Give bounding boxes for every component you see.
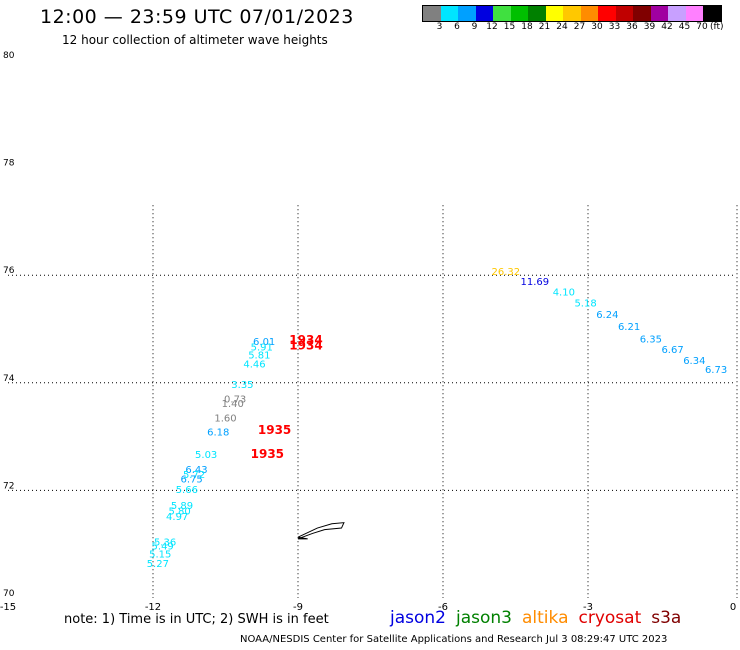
wave-height-label: 4.46 bbox=[243, 360, 265, 371]
scale-swatch bbox=[685, 6, 703, 21]
wave-height-label: 6.34 bbox=[683, 356, 705, 367]
scale-swatch bbox=[545, 6, 563, 21]
pass-time-label: 1935 bbox=[258, 423, 291, 437]
satellite-cryosat: cryosat bbox=[578, 608, 642, 628]
wave-height-label: 5.49 bbox=[152, 542, 174, 553]
wave-height-label: 6.73 bbox=[705, 365, 727, 376]
wave-height-label: 5.89 bbox=[171, 501, 193, 512]
wave-height-label: 4.97 bbox=[166, 512, 188, 523]
scale-label: 45 bbox=[678, 22, 691, 32]
scale-label: 42 bbox=[661, 22, 673, 32]
wave-height-label: 6.35 bbox=[640, 334, 662, 345]
scale-label: 36 bbox=[626, 22, 638, 32]
scale-label: 30 bbox=[591, 22, 603, 32]
scale-swatch bbox=[633, 6, 651, 21]
x-tick-label: -15 bbox=[0, 602, 16, 613]
scale-swatch bbox=[510, 6, 528, 21]
scale-swatch bbox=[668, 6, 686, 21]
wave-height-label: 5.66 bbox=[176, 485, 198, 496]
wave-height-label: 5.80 bbox=[168, 507, 190, 518]
x-tick-label: -6 bbox=[438, 602, 448, 613]
wave-height-label: 5.15 bbox=[149, 550, 171, 561]
pass-time-label: 1935 bbox=[251, 447, 284, 461]
wave-height-label: 5.18 bbox=[574, 298, 596, 309]
x-tick-label: -9 bbox=[293, 602, 303, 613]
y-tick-label: 76 bbox=[3, 266, 15, 276]
wave-height-label: 5.81 bbox=[248, 351, 270, 362]
scale-swatch bbox=[475, 6, 493, 21]
pass-time-label: 1934 bbox=[289, 333, 322, 347]
scale-swatch bbox=[598, 6, 616, 21]
scale-label: 39 bbox=[643, 22, 656, 32]
y-tick-label: 78 bbox=[3, 159, 15, 169]
wave-height-label: 26.32 bbox=[492, 267, 521, 278]
scale-label: 18 bbox=[521, 22, 533, 32]
satellite-legend: jason2 jason3 altika cryosat s3a bbox=[390, 608, 691, 628]
wave-height-label: 4.10 bbox=[553, 288, 575, 299]
scale-label: 15 bbox=[503, 22, 516, 32]
y-tick-label: 80 bbox=[3, 51, 15, 61]
scale-swatch bbox=[580, 6, 598, 21]
wave-height-label: 5.27 bbox=[147, 559, 169, 570]
satellite-s3a: s3a bbox=[651, 608, 682, 628]
scale-label: 27 bbox=[573, 22, 586, 32]
y-tick-label: 70 bbox=[3, 589, 15, 599]
scale-label: 24 bbox=[556, 22, 568, 32]
wave-height-label: 5.72 bbox=[183, 470, 205, 481]
pass-time-label: 1934 bbox=[289, 338, 322, 352]
map-subtitle: 12 hour collection of altimeter wave hei… bbox=[62, 33, 328, 47]
scale-swatch bbox=[703, 6, 721, 21]
scale-label: 21 bbox=[538, 22, 551, 32]
wave-height-label: 11.69 bbox=[521, 277, 550, 288]
scale-label: 12 bbox=[486, 22, 498, 32]
wave-height-label: 1.60 bbox=[214, 414, 236, 425]
wave-height-label: 6.18 bbox=[207, 428, 229, 439]
scale-label: 33 bbox=[608, 22, 621, 32]
wave-height-label: 1.40 bbox=[222, 399, 244, 410]
satellite-altika: altika bbox=[522, 608, 569, 628]
y-tick-label: 72 bbox=[3, 481, 14, 491]
wave-height-label: 6.43 bbox=[185, 465, 207, 476]
scale-swatch bbox=[528, 6, 546, 21]
x-tick-label: 0 bbox=[730, 602, 736, 613]
wave-height-label: 5.03 bbox=[195, 450, 217, 461]
scale-swatch bbox=[563, 6, 581, 21]
scale-swatch bbox=[423, 6, 441, 21]
wave-height-label: 5.36 bbox=[154, 537, 176, 548]
scale-label: 3 bbox=[436, 22, 443, 32]
scale-swatch bbox=[650, 6, 668, 21]
wave-height-label: 6.67 bbox=[661, 345, 683, 356]
scale-label: 9 bbox=[471, 22, 478, 32]
wave-height-label: 6.75 bbox=[181, 474, 203, 485]
wave-height-label: 0.73 bbox=[224, 395, 246, 406]
map-title: 12:00 — 23:59 UTC 07/01/2023 bbox=[40, 6, 354, 28]
credit-footer: NOAA/NESDIS Center for Satellite Applica… bbox=[240, 634, 668, 645]
scale-swatch bbox=[615, 6, 633, 21]
satellite-jason3: jason3 bbox=[456, 608, 512, 628]
x-tick-label: -12 bbox=[145, 602, 161, 613]
wave-height-color-scale bbox=[422, 5, 722, 22]
scale-swatch bbox=[493, 6, 511, 21]
wave-height-label: 3.35 bbox=[231, 380, 253, 391]
wave-height-label: 6.01 bbox=[253, 337, 275, 348]
scale-label: 70 bbox=[696, 22, 708, 32]
satellite-jason2: jason2 bbox=[390, 608, 446, 628]
coastline bbox=[297, 522, 345, 540]
wave-height-scale-labels: 3 6 9 12 15 18 21 24 27 30 33 36 39 42 45 70 (ft) bbox=[422, 22, 740, 34]
scale-swatch bbox=[458, 6, 476, 21]
scale-label: 6 bbox=[454, 22, 460, 32]
scale-label: (ft) bbox=[709, 22, 724, 32]
x-tick-label: -3 bbox=[583, 602, 593, 613]
wave-height-label: 5.91 bbox=[251, 343, 273, 354]
units-note: note: 1) Time is in UTC; 2) SWH is in fe… bbox=[64, 612, 329, 627]
wave-height-label: 6.21 bbox=[618, 322, 640, 333]
wave-height-label: 6.24 bbox=[596, 310, 618, 321]
scale-swatch bbox=[440, 6, 458, 21]
y-tick-label: 74 bbox=[3, 374, 15, 384]
